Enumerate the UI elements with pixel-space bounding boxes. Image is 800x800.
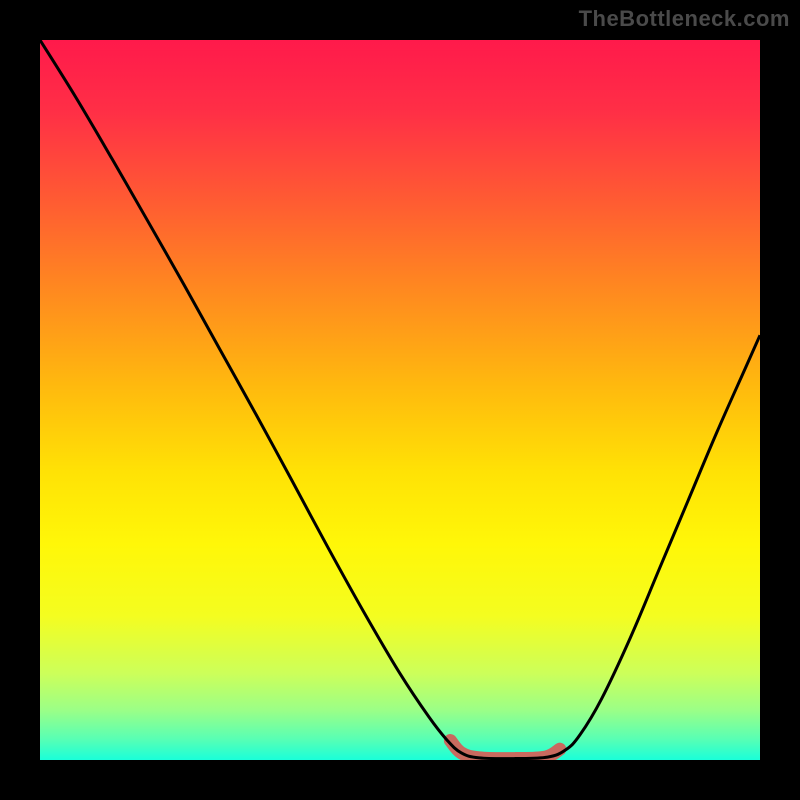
bottleneck-curve	[40, 40, 760, 759]
curve-layer	[40, 40, 760, 760]
plot-area	[40, 40, 760, 760]
chart-canvas: TheBottleneck.com	[0, 0, 800, 800]
watermark-text: TheBottleneck.com	[579, 6, 790, 32]
